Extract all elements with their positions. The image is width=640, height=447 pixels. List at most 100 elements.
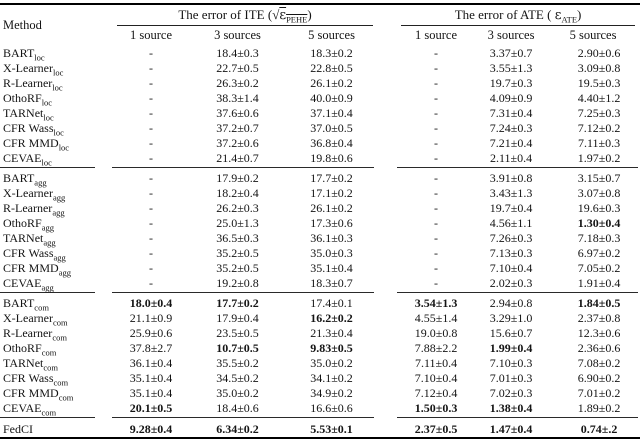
value-cell: 26.1±0.2 [310, 200, 353, 215]
group-gap-cell [378, 370, 396, 385]
method-name: CEVAE [3, 150, 42, 165]
method-cell: CFR MMDcom [0, 385, 112, 402]
value-cell: 16.6±0.6 [310, 400, 353, 415]
value-cell: 7.24±0.3 [489, 120, 533, 135]
method-cell: BARTcom [0, 295, 112, 312]
table-row: BARTagg - 17.9±0.2 17.7±0.2 - 3.91±0.8 3.15±0.… [0, 170, 640, 187]
value-cell: 7.26±0.3 [489, 230, 533, 245]
value-cell: 2.90±0.6 [577, 45, 621, 60]
value-cell: 20.1±0.5 [129, 400, 173, 415]
value-cell: 1.47±0.4 [489, 421, 533, 436]
value-cell: 1.97±0.2 [577, 150, 621, 165]
method-name: R-Learner [3, 325, 53, 340]
separator-cell [396, 290, 640, 295]
method-name: CFR MMD [3, 135, 59, 150]
method-cell: X-Learnercom [0, 310, 112, 327]
value-cell: 25.0±1.3 [216, 215, 259, 230]
method-subscript: com [52, 331, 67, 342]
value-cell: 1.30±0.4 [577, 215, 621, 230]
ite-header-text: The error of ITE (√εPEHE) [117, 7, 374, 26]
value-cell: 40.0±0.9 [310, 90, 353, 105]
separator-cell [112, 415, 378, 420]
separator-cell [112, 165, 378, 170]
table-row: OthoRFcom 37.8±2.7 10.7±0.5 9.83±0.5 7.88±2.… [0, 340, 640, 357]
separator-line [397, 417, 639, 418]
value-cell: 2.11±0.4 [489, 150, 533, 165]
method-subscript: loc [41, 156, 52, 167]
method-column-header: Method [3, 17, 42, 32]
value-cell: - [434, 105, 439, 120]
value-cell: 37.2±0.7 [216, 120, 259, 135]
value-cell: 1.91±0.4 [577, 275, 621, 290]
value-cell: - [434, 45, 439, 60]
value-cell: 6.34±0.2 [216, 421, 259, 436]
value-cell: 7.05±0.2 [577, 260, 621, 275]
value-cell: 7.10±0.3 [489, 355, 533, 370]
method-cell: TARNetagg [0, 230, 112, 247]
table-body: BARTloc -18.4±0.3 18.3±0.2-3.37±0.7 2.90±0.… [0, 45, 640, 438]
group-gap-cell [378, 310, 396, 325]
value-cell: - [434, 60, 439, 75]
value-cell: - [434, 245, 439, 260]
method-name: CFR Wass [3, 120, 54, 135]
method-name: CFR MMD [3, 260, 59, 275]
value-cell: 3.07±0.8 [577, 185, 621, 200]
method-name: CFR MMD [3, 385, 59, 400]
value-cell: - [149, 275, 153, 290]
value-cell: - [149, 245, 153, 260]
method-cell: R-Learneragg [0, 200, 112, 217]
method-cell: TARNetloc [0, 105, 112, 122]
table-row: CEVAEagg - 19.2±0.8 18.3±0.7 - 2.02±0.3 1.91±0… [0, 275, 640, 292]
table-row: CEVAEcom 20.1±0.5 18.4±0.6 16.6±0.6 1.50±0.3… [0, 400, 640, 417]
separator-line [397, 292, 639, 293]
table-row: R-Learnerloc - 26.3±0.2 26.1±0.2 - 19.7±0.3 19… [0, 75, 640, 92]
ate-group-header: The error of ATE ( εATE) [396, 4, 640, 26]
value-cell: 7.02±0.3 [489, 385, 533, 400]
value-cell: 17.3±0.6 [310, 215, 353, 230]
value-cell: 35.0±0.2 [216, 385, 259, 400]
group-separator [0, 415, 640, 420]
value-cell: 6.90±0.2 [577, 370, 621, 385]
separator-cell [396, 165, 640, 170]
value-cell: 7.01±0.3 [489, 370, 533, 385]
group-gap-cell [378, 385, 396, 400]
group-gap-cell [378, 75, 396, 90]
ate-header-text: The error of ATE ( εATE) [401, 7, 636, 26]
method-cell: R-Learnerloc [0, 75, 112, 92]
value-cell: 7.21±0.4 [489, 135, 533, 150]
separator-line [112, 167, 375, 168]
value-cell: 2.36±0.6 [577, 340, 621, 355]
method-cell: FedCI [0, 420, 112, 438]
group-gap-cell [378, 215, 396, 230]
epsilon-symbol: ε [279, 8, 287, 23]
method-name: CFR Wass [3, 245, 54, 260]
separator-line [112, 292, 375, 293]
value-cell: 25.9±0.6 [129, 325, 173, 340]
group-gap-cell [378, 245, 396, 260]
group-gap-cell [378, 420, 396, 438]
table-row: TARNetloc - 37.6±0.6 37.1±0.4 - 7.31±0.4 7.25±… [0, 105, 640, 122]
method-subscript: agg [53, 251, 66, 262]
value-cell: 19.7±0.4 [489, 200, 533, 215]
table-row: X-Learnercom 21.1±0.9 17.9±0.4 16.2±0.2 4.55… [0, 310, 640, 327]
value-cell: 5.53±0.1 [310, 421, 353, 436]
group-gap-cell [378, 135, 396, 150]
method-subscript: agg [52, 206, 65, 217]
group-gap-cell [378, 90, 396, 105]
method-name: R-Learner [3, 200, 53, 215]
value-cell: 21.4±0.7 [216, 150, 259, 165]
group-header-row: Method The error of ITE (√εPEHE) The err… [0, 4, 640, 32]
ite-3-sources-header: 3 sources [214, 28, 261, 42]
group-gap-cell [378, 355, 396, 370]
table-row: TARNetagg - 36.5±0.3 36.1±0.3 - 7.26±0.3 7.18±… [0, 230, 640, 247]
method-subscript: agg [52, 191, 66, 202]
table-row: FedCI 9.28±0.4 6.34±0.2 5.53±0.1 2.37±0.5 1.4… [0, 420, 640, 438]
value-cell: - [149, 260, 153, 275]
method-cell: BARTloc [0, 45, 112, 62]
group-gap-cell [378, 325, 396, 340]
value-cell: 35.1±0.4 [310, 260, 353, 275]
method-cell: CFR MMDagg [0, 260, 112, 277]
method-name: CEVAE [3, 275, 42, 290]
method-subscript: agg [43, 236, 56, 247]
value-cell: 9.83±0.5 [310, 340, 353, 355]
